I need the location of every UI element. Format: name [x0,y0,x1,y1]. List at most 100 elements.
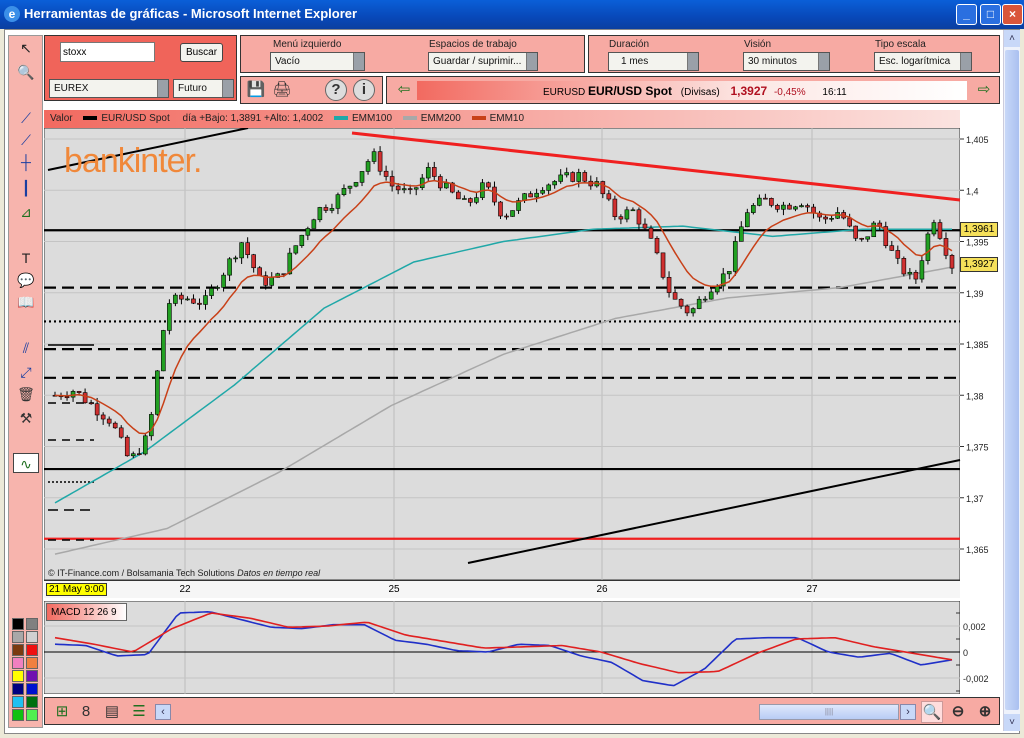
move-points-icon[interactable]: ⤢ [20,364,32,380]
candle [666,276,672,293]
trash-icon[interactable]: 🗑 [17,386,35,402]
macd-y-axis-area [960,601,1000,694]
palette-color[interactable] [12,709,24,721]
zoom-out-icon[interactable]: ⊖ [951,703,965,720]
y-tick-label: 1,39 [966,289,984,299]
vertical-scroll-thumb[interactable] [1005,50,1019,710]
maximize-button[interactable]: □ [980,4,1001,25]
candle [606,193,612,200]
tools-icon[interactable]: ⚒ [19,410,33,426]
candle [233,257,238,260]
support-trendline [467,459,961,564]
legend-swatch-emm10 [471,116,486,121]
print-icon[interactable]: 🖨 [272,81,292,98]
x-tick-label: 26 [596,584,608,595]
ticker-bar: ⇦ EURUSD EUR/USD Spot (Divisas) 1,3927 -… [386,76,1000,104]
line-tool-icon[interactable]: ⟋ [21,110,31,126]
zoom-icon[interactable]: 🔍 [17,64,35,80]
search-input[interactable] [60,42,155,62]
candle [468,198,473,203]
duracion-select[interactable]: 1 mes [608,52,699,71]
palette-color[interactable] [26,618,38,630]
palette-color[interactable] [26,670,38,682]
escala-select[interactable]: Esc. logarítmica [874,52,972,71]
type-select[interactable]: Futuro [173,79,234,98]
save-icon[interactable]: 💾 [246,81,266,98]
palette-color[interactable] [12,618,24,630]
close-button[interactable]: × [1002,4,1023,25]
minimize-button[interactable]: _ [956,4,977,25]
menu-izquierdo-select[interactable]: Vacío [270,52,365,71]
layers-icon[interactable]: ☰ [132,703,146,720]
candle [883,226,889,246]
vertical-line-icon[interactable]: ┃ [21,180,31,196]
candle [118,427,124,438]
book-icon[interactable]: 📖 [17,294,35,310]
indicator-chart-icon[interactable]: ∿ [13,453,39,473]
next-chart-icon[interactable]: ⇨ [977,81,991,98]
info-icon[interactable]: i [353,79,375,101]
zoom-in-icon[interactable]: ⊕ [978,703,992,720]
palette-color[interactable] [26,683,38,695]
scroll-right-button[interactable]: › [900,704,916,720]
palette-color[interactable] [26,709,38,721]
y-tick-label: 1,375 [966,443,989,453]
fibonacci-icon[interactable]: ⊿ [20,204,32,220]
candle [347,185,353,189]
link-icon[interactable]: 8 [81,703,91,720]
palette-color[interactable] [26,644,38,656]
palette-color[interactable] [12,644,24,656]
candle [871,222,877,238]
scroll-up-button[interactable]: ˄ [1004,30,1020,47]
parallel-lines-icon[interactable]: ⫽ [22,340,30,356]
search-button[interactable]: Buscar [180,43,223,62]
palette-color[interactable] [26,657,38,669]
vision-select[interactable]: 30 minutos [743,52,830,71]
previous-chart-icon[interactable]: ⇦ [397,81,411,98]
comment-icon[interactable]: 💬 [17,272,35,288]
horizontal-line-icon[interactable]: ┼ [21,154,31,170]
market-select[interactable]: EUREX [49,79,169,98]
price-chart[interactable]: 1,405 1,4 1,395 1,39 1,385 1,38 1,375 1,37 1,365 [44,128,1000,580]
candle [546,184,551,191]
candle [486,182,491,188]
palette-color[interactable] [12,657,24,669]
escala-label: Tipo escala [875,39,926,50]
palette-color[interactable] [26,631,38,643]
legend-swatch-emm200 [402,116,417,121]
candle [570,172,576,182]
scroll-left-button[interactable]: ‹ [155,704,171,720]
palette-color[interactable] [12,683,24,695]
chart-legend: Valor EUR/USD Spot día +Bajo: 1,3891 +Al… [44,110,960,128]
candle [504,215,509,218]
palette-color[interactable] [26,696,38,708]
palette-color[interactable] [12,696,24,708]
candle [648,227,654,239]
report-icon[interactable]: ▤ [104,703,120,720]
palette-color[interactable] [12,631,24,643]
help-icon[interactable]: ? [325,79,347,101]
zoom-fit-icon[interactable]: 🔍 [921,701,943,723]
palette-color[interactable] [12,670,24,682]
ticker-info: EURUSD EUR/USD Spot (Divisas) 1,3927 -0,… [417,81,967,100]
credit-text: © IT-Finance.com / Bolsamania Tech Solut… [48,568,320,578]
y-tick-label: 1,365 [966,545,989,555]
candle [323,207,329,211]
legend-valor: Valor [50,113,73,124]
trendline [47,128,249,171]
candle [576,172,582,182]
emm10-line [54,179,953,435]
candle [456,191,461,200]
horizontal-scroll-thumb[interactable]: |||| [759,704,899,720]
macd-chart[interactable]: 0,002 0 -0,002 [44,601,1000,694]
text-tool-icon[interactable]: T [21,250,31,266]
ticker-category: (Divisas) [680,87,720,98]
scroll-down-button[interactable]: ˅ [1004,714,1020,731]
add-indicator-icon[interactable]: ⊞ [55,703,69,720]
vertical-scrollbar[interactable]: ˄ ˅ [1003,30,1020,731]
candle [88,402,94,405]
ray-tool-icon[interactable]: ⟋ [21,132,31,148]
espacios-select[interactable]: Guardar / suprimir... [428,52,538,71]
candle [389,176,395,187]
pointer-icon[interactable]: ↖ [20,40,32,56]
